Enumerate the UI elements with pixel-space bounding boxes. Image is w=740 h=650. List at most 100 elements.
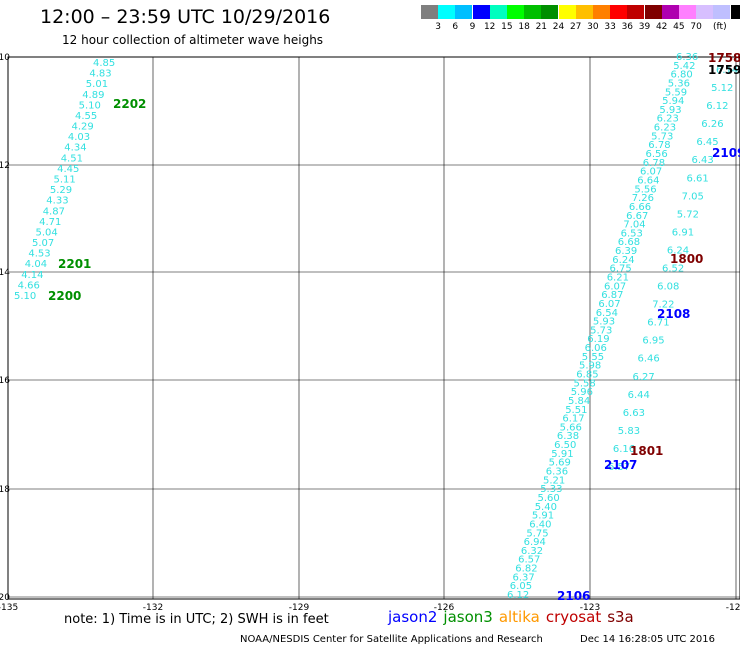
satellite-jason2: jason2 <box>388 608 438 626</box>
legend-swatch <box>455 5 473 19</box>
legend-swatch <box>438 5 456 19</box>
time-label: 2109 <box>712 146 740 160</box>
wave-height-value: 4.51 <box>61 153 83 164</box>
legend-swatch <box>610 5 628 19</box>
wave-height-value: 6.57 <box>608 462 630 473</box>
wave-height-value: 6.91 <box>672 227 694 238</box>
wave-height-value: 5.10 <box>14 291 36 302</box>
wave-height-value: 4.14 <box>21 270 43 281</box>
legend-swatch <box>713 5 731 19</box>
wave-height-value: 5.07 <box>32 238 54 249</box>
wave-height-value: 6.12 <box>507 590 529 601</box>
generated-timestamp: Dec 14 16:28:05 UTC 2016 <box>580 634 715 645</box>
legend-unit: (ft) <box>713 22 727 32</box>
wave-height-value: 6.38 <box>557 431 579 442</box>
legend-label: 12 <box>483 22 496 32</box>
observation-tracks: 4.854.835.014.895.104.554.294.034.344.51… <box>14 51 740 603</box>
map-frame <box>7 56 740 600</box>
legend-label: 45 <box>673 22 685 32</box>
satellite-cryosat: cryosat <box>545 608 602 626</box>
legend-label: 21 <box>535 22 548 32</box>
time-label: 1759 <box>708 63 740 77</box>
wave-height-value: 5.21 <box>543 475 565 486</box>
wave-height-value: 6.14 <box>716 65 738 76</box>
credit-line: NOAA/NESDIS Center for Satellite Applica… <box>240 634 543 645</box>
wave-height-value: 5.73 <box>651 131 673 142</box>
wave-height-value: 4.55 <box>75 111 97 122</box>
satellite-legend: jason2 jason3 altika cryosat s3a <box>388 608 640 626</box>
wave-height-value: 6.36 <box>546 467 568 478</box>
axis-ticks: -10 -12 -14 -16 -18 -20-135 -132 -129 -126 -123 -1… <box>0 53 740 613</box>
wave-height-value: 6.71 <box>647 318 669 329</box>
wave-height-value: 7.22 <box>652 300 674 311</box>
legend-label: 15 <box>501 22 513 32</box>
wave-height-value: 6.16 <box>613 444 635 455</box>
wave-height-value: 6.07 <box>640 167 662 178</box>
wave-height-value: 5.11 <box>54 175 76 186</box>
wave-height-value: 5.58 <box>574 378 596 389</box>
wave-height-value: 6.24 <box>667 246 689 257</box>
wave-height-value: 5.33 <box>540 484 562 495</box>
wave-height-value: 4.71 <box>39 217 61 228</box>
legend-label: 36 <box>621 22 634 32</box>
satellite-altika: altika <box>498 608 540 626</box>
wave-height-value: 5.36 <box>668 79 690 90</box>
wave-height-value: 5.73 <box>590 325 612 336</box>
lat-tick-label: -10 <box>0 53 10 63</box>
wave-height-value: 4.66 <box>18 280 40 291</box>
wave-height-value: 6.64 <box>637 176 659 187</box>
wave-height-value: 6.24 <box>612 255 634 266</box>
wave-height-value: 6.82 <box>515 564 537 575</box>
wave-height-value: 6.26 <box>701 119 723 130</box>
wave-height-value: 5.60 <box>538 493 560 504</box>
lat-tick-label: -14 <box>0 268 10 278</box>
wave-height-value: 6.36 <box>676 52 698 63</box>
wave-height-value: 5.12 <box>711 83 733 94</box>
time-label: 2201 <box>58 257 91 271</box>
lat-tick-label: -18 <box>0 485 10 495</box>
wave-height-value: 7.05 <box>682 191 704 202</box>
wave-height-value: 6.23 <box>657 114 679 125</box>
legend-swatch <box>541 5 559 19</box>
wave-height-value: 6.54 <box>596 308 618 319</box>
wave-height-value: 6.08 <box>657 282 679 293</box>
wave-height-value: 6.05 <box>510 581 532 592</box>
wave-height-value: 6.39 <box>615 246 637 257</box>
time-label: 2108 <box>657 307 690 321</box>
wave-height-value: 6.87 <box>601 290 623 301</box>
legend-swatch <box>593 5 610 19</box>
legend-swatch <box>507 5 524 19</box>
lat-tick-label: -16 <box>0 376 10 386</box>
wave-height-value: 5.94 <box>662 96 684 107</box>
wave-height-value: 4.87 <box>43 206 65 217</box>
wave-height-value: 6.32 <box>521 546 543 557</box>
wave-height-value: 6.57 <box>518 555 540 566</box>
wave-height-value: 4.53 <box>28 249 50 260</box>
time-label: 2200 <box>48 289 81 303</box>
lat-tick-label: -20 <box>0 593 10 603</box>
legend-label: 70 <box>690 22 702 32</box>
wave-height-value: 4.83 <box>89 69 111 80</box>
wave-height-value: 5.96 <box>571 387 593 398</box>
wave-height-value: 4.03 <box>68 132 90 143</box>
lon-tick-label: -129 <box>289 603 310 613</box>
wave-height-value: 6.68 <box>618 237 640 248</box>
footnote: note: 1) Time is in UTC; 2) SWH is in fe… <box>64 612 329 627</box>
legend-swatch <box>421 5 438 19</box>
wave-height-value: 5.01 <box>86 79 108 90</box>
wave-height-value: 5.93 <box>593 317 615 328</box>
wave-height-value: 6.12 <box>706 101 728 112</box>
wave-height-value: 4.89 <box>82 90 104 101</box>
wave-height-value: 5.72 <box>677 209 699 220</box>
wave-height-value: 6.67 <box>626 211 648 222</box>
lat-tick-label: -12 <box>0 161 10 171</box>
wave-height-value: 6.53 <box>621 228 643 239</box>
wave-height-value: 5.10 <box>79 100 101 111</box>
wave-height-value: 6.78 <box>648 140 670 151</box>
legend-label: 39 <box>638 22 651 32</box>
legend-swatch <box>472 5 490 19</box>
wave-height-value: 6.61 <box>687 173 709 184</box>
time-label: 1800 <box>670 252 703 266</box>
lon-tick-label: -120 <box>726 603 740 613</box>
